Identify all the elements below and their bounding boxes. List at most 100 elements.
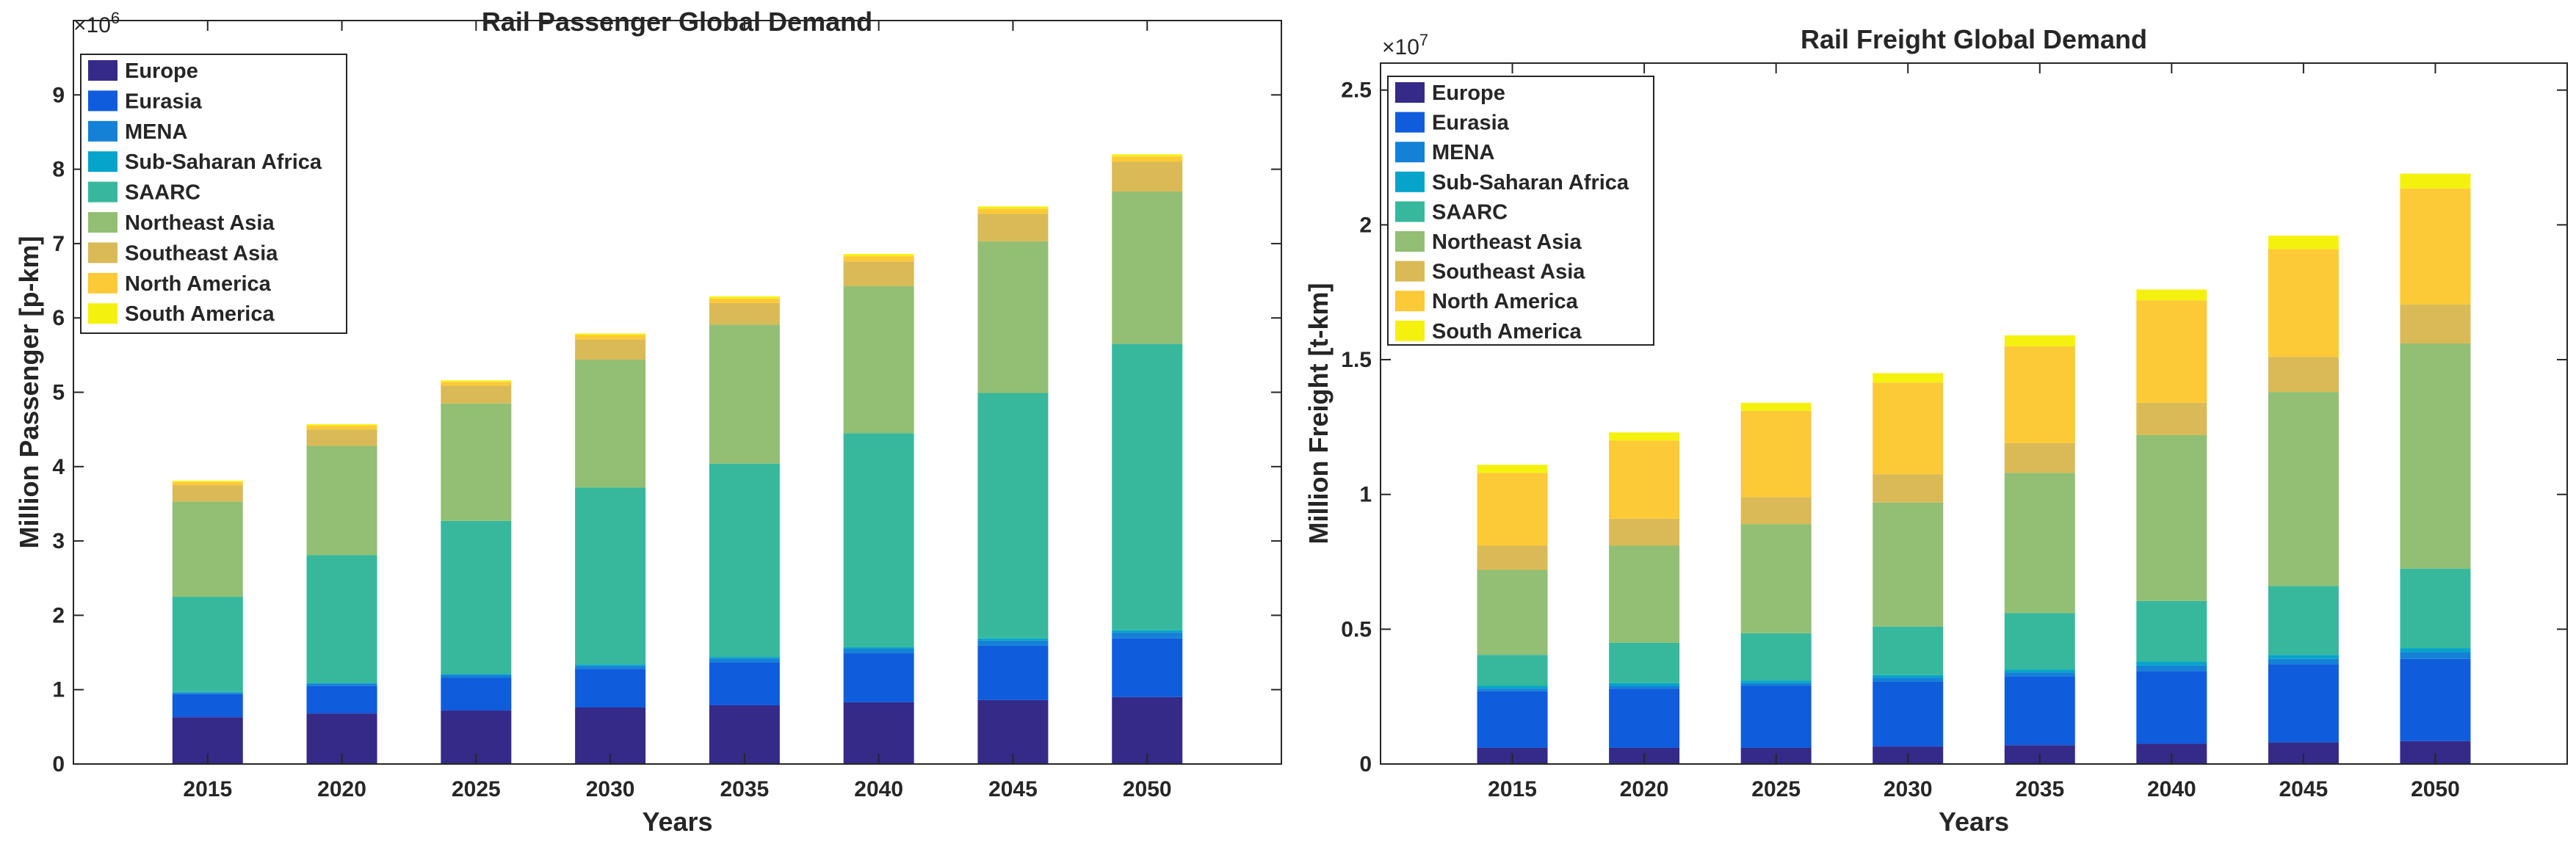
bar-segment-southeast-asia-2030 (1873, 474, 1944, 503)
bar-segment-sub-saharan-africa-2030 (575, 664, 646, 666)
y-tick-label: 0.5 (1341, 617, 1372, 641)
bar-segment-eurasia-2015 (1477, 691, 1548, 748)
bar-segment-northeast-asia-2035 (2004, 473, 2075, 614)
bar-segment-south-america-2030 (575, 333, 646, 335)
bar-segment-mena-2030 (575, 666, 646, 669)
x-tick-label: 2025 (452, 777, 501, 801)
bar-segment-sub-saharan-africa-2015 (172, 691, 243, 693)
bar-segment-eurasia-2050 (2400, 658, 2471, 741)
axis-exponent: ×106 (73, 9, 120, 37)
bar-segment-southeast-asia-2035 (2004, 443, 2075, 473)
bar-segment-saarc-2025 (1740, 633, 1812, 681)
bar-segment-mena-2020 (306, 683, 377, 686)
bar-segment-north-america-2015 (172, 482, 243, 486)
bar-segment-eurasia-2030 (1873, 681, 1944, 747)
bar-segment-southeast-asia-2020 (1609, 518, 1680, 546)
y-tick-label: 2 (52, 603, 65, 627)
bar-segment-saarc-2045 (977, 393, 1049, 638)
bar-segment-southeast-asia-2035 (709, 302, 780, 325)
legend-swatch (88, 303, 117, 324)
bar-segment-saarc-2015 (172, 597, 243, 692)
y-axis-label: Million Passenger [p-km] (14, 236, 44, 548)
bar-segment-southeast-asia-2025 (441, 385, 512, 404)
bar-segment-saarc-2025 (441, 520, 512, 674)
x-tick-label: 2030 (586, 777, 635, 801)
legend-swatch (1395, 201, 1425, 222)
bar-segment-mena-2025 (1740, 683, 1812, 686)
bar-segment-saarc-2035 (709, 463, 780, 658)
bar-segment-northeast-asia-2045 (977, 241, 1049, 393)
bar-segment-sub-saharan-africa-2015 (1477, 685, 1548, 689)
bar-segment-southeast-asia-2015 (1477, 545, 1548, 570)
chart-1: 0 0.5 1 1.5 2 2.5 2015 2020 2025 2030 2035 2040 2045… (1303, 24, 2568, 837)
bar-segment-saarc-2030 (1873, 626, 1944, 675)
bar-segment-south-america-2035 (2004, 335, 2075, 346)
bar-segment-saarc-2020 (1609, 642, 1680, 683)
legend-swatch (88, 90, 117, 112)
x-axis-label: Years (642, 807, 712, 837)
legend-swatch (88, 151, 117, 172)
bar-segment-eurasia-2045 (2268, 664, 2339, 743)
bar-segment-northeast-asia-2025 (1740, 524, 1812, 633)
bar-segment-north-america-2035 (709, 298, 780, 303)
bar-segment-eurasia-2035 (709, 662, 780, 705)
bar-segment-northeast-asia-2040 (843, 285, 914, 434)
bar-segment-southeast-asia-2025 (1740, 497, 1812, 525)
x-tick-label: 2040 (2147, 777, 2196, 801)
bar-segment-south-america-2030 (1873, 373, 1944, 383)
legend-swatch (88, 60, 117, 81)
y-tick-label: 1 (52, 678, 65, 702)
bar-segment-north-america-2030 (1873, 382, 1944, 475)
bar-segment-eurasia-2030 (575, 669, 646, 708)
bar-segment-northeast-asia-2035 (709, 324, 780, 464)
legend-label: Southeast Asia (125, 241, 278, 265)
bar-segment-south-america-2025 (1740, 402, 1812, 411)
legend-swatch (1395, 112, 1425, 133)
legend-label: Sub-Saharan Africa (1432, 171, 1629, 194)
bar-segment-north-america-2025 (441, 382, 512, 386)
bar-segment-europe-2045 (977, 699, 1049, 764)
legend-label: North America (125, 272, 272, 296)
bar-segment-south-america-2025 (441, 380, 512, 382)
legend-label: SAARC (125, 181, 200, 205)
bar-segment-mena-2015 (1477, 688, 1548, 691)
legend-swatch (1395, 231, 1425, 252)
bar-segment-north-america-2040 (2136, 300, 2207, 403)
bar-segment-sub-saharan-africa-2045 (2268, 655, 2339, 659)
axes-box (1380, 62, 2568, 765)
y-tick-label: 0 (1359, 752, 1372, 776)
bar-segment-saarc-2015 (1477, 655, 1548, 686)
bar-segment-saarc-2040 (2136, 600, 2207, 662)
bar-segment-europe-2050 (1112, 696, 1183, 764)
bar-segment-sub-saharan-africa-2030 (1873, 674, 1944, 678)
y-tick-label: 9 (52, 83, 65, 107)
y-tick-label: 4 (52, 455, 65, 479)
legend-box (1387, 76, 1654, 346)
x-tick-label: 2030 (1884, 777, 1933, 801)
bar-segment-north-america-2040 (843, 256, 914, 262)
legend-swatch (1395, 261, 1425, 282)
axis-exponent-power: 7 (1419, 31, 1428, 49)
legend: Europe Eurasia MENA Sub-Saharan Africa SAARC… (80, 54, 347, 334)
x-tick-label: 2015 (183, 777, 232, 801)
bar-segment-mena-2035 (2004, 672, 2075, 677)
bar-segment-south-america-2045 (977, 206, 1049, 209)
bar-segment-southeast-asia-2045 (977, 214, 1049, 241)
bar-segment-north-america-2045 (977, 208, 1049, 214)
legend-label: Sub-Saharan Africa (125, 150, 322, 174)
bar-segment-mena-2020 (1609, 685, 1680, 689)
y-tick-label: 5 (52, 381, 65, 405)
chart-0: 0 1 2 3 4 5 6 7 8 9 2015 2020 2025 2030 2035 2040 2045 20… (14, 7, 1282, 837)
bar-segment-south-america-2020 (306, 424, 377, 426)
bar-segment-south-america-2035 (709, 296, 780, 299)
legend-swatch (1395, 142, 1425, 163)
bar-segment-southeast-asia-2050 (1112, 161, 1183, 192)
bar-segment-sub-saharan-africa-2025 (1740, 680, 1812, 683)
bar-segment-south-america-2040 (843, 254, 914, 257)
axis-exponent-power: 6 (111, 9, 120, 27)
bar-segment-south-america-2050 (2400, 173, 2471, 189)
bar-segment-mena-2025 (441, 674, 512, 678)
legend-label: South America (125, 302, 275, 326)
bar-segment-eurasia-2045 (977, 645, 1049, 700)
legend-swatch (88, 181, 117, 203)
